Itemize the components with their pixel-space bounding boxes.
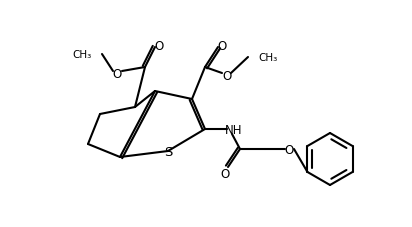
- Text: NH: NH: [225, 123, 243, 136]
- Text: O: O: [284, 143, 294, 156]
- Text: CH₃: CH₃: [258, 53, 277, 63]
- Text: S: S: [164, 146, 172, 159]
- Text: O: O: [222, 69, 232, 82]
- Text: O: O: [112, 67, 122, 80]
- Text: O: O: [218, 39, 227, 52]
- Text: O: O: [220, 168, 229, 181]
- Text: CH₃: CH₃: [73, 50, 92, 60]
- Text: O: O: [154, 39, 164, 52]
